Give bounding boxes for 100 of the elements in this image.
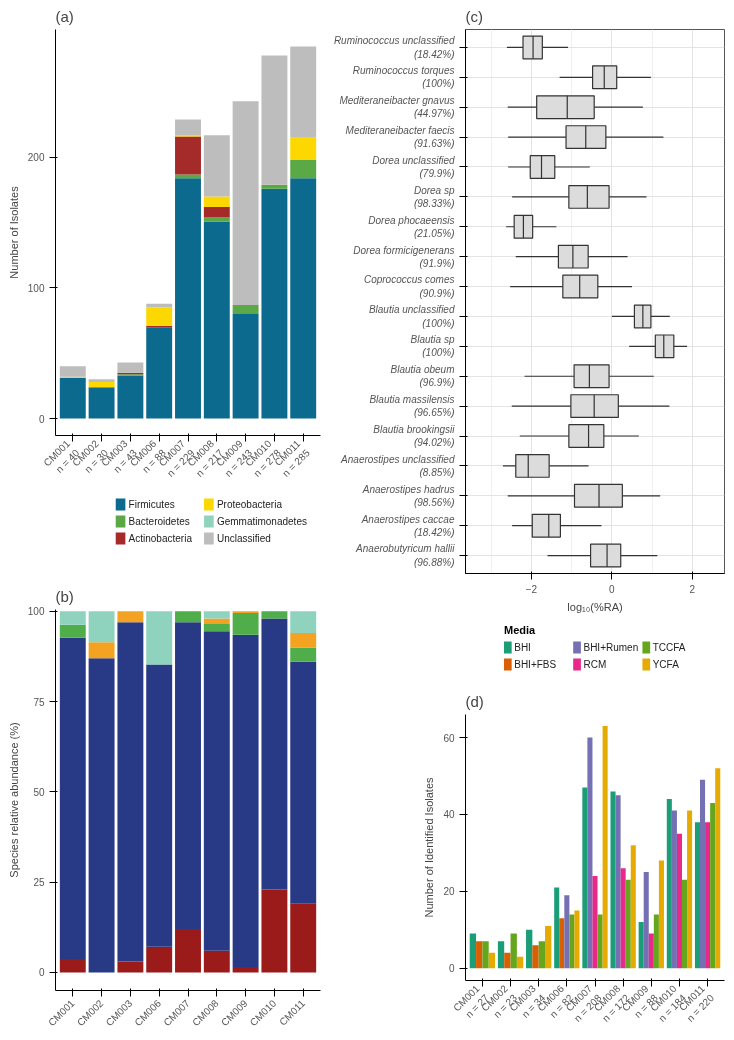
bar <box>203 611 230 619</box>
y-tick-label: Coprococcus comes (90.9%) <box>363 274 455 299</box>
bar <box>290 160 317 179</box>
bar <box>569 914 575 969</box>
y-tick-label: 100 <box>27 606 45 618</box>
bar <box>290 178 317 419</box>
bar <box>638 922 644 969</box>
bar <box>117 611 144 623</box>
bar <box>88 642 115 659</box>
bar <box>290 647 317 662</box>
bar <box>587 737 593 969</box>
bar <box>261 618 288 890</box>
y-tick-label: Dorea sp (98.33%) <box>413 184 455 209</box>
bar <box>203 196 230 208</box>
bar <box>610 791 616 969</box>
bar <box>482 941 489 969</box>
bar <box>681 879 688 969</box>
bar <box>88 611 115 643</box>
bar <box>488 952 496 969</box>
y-tick-label: 0 <box>38 413 45 425</box>
y-tick-label: 200 <box>27 152 45 164</box>
bar <box>643 872 649 969</box>
bar <box>658 860 664 969</box>
bar <box>175 119 201 136</box>
bar <box>261 611 288 619</box>
bar <box>59 378 86 419</box>
legend-label: BHI+FBS <box>514 659 557 670</box>
bar <box>290 632 317 648</box>
bar <box>117 362 144 373</box>
y-tick-label: Dorea formicigenerans (91.9%) <box>353 244 455 269</box>
bar <box>625 879 631 969</box>
bar <box>290 46 317 138</box>
legend-label: Firmicutes <box>128 499 175 510</box>
bar <box>671 810 677 969</box>
bar <box>88 658 115 973</box>
y-tick-label: Mediteraneibacter gnavus (44.97%) <box>339 95 455 120</box>
bar <box>516 956 524 969</box>
legend-label: BHI+Rumen <box>583 642 639 653</box>
chart-title: (d) <box>465 692 484 710</box>
bar <box>526 929 533 969</box>
bar <box>290 611 317 633</box>
chart-title: (b) <box>55 587 74 605</box>
bar <box>175 136 201 175</box>
bar <box>290 137 317 161</box>
bar <box>175 929 201 973</box>
y-tick-label: Dorea phocaeensis (21.05%) <box>368 214 455 239</box>
bar <box>504 952 511 969</box>
bar <box>554 887 560 969</box>
y-tick-label: Ruminococcus torques (100%) <box>352 65 455 90</box>
bar <box>648 933 654 969</box>
bar <box>203 221 230 419</box>
bar <box>175 611 201 623</box>
bar <box>582 787 588 969</box>
bar <box>175 174 201 179</box>
y-tick-label: 50 <box>33 786 45 798</box>
bar <box>261 55 288 185</box>
bar <box>146 327 173 419</box>
bar <box>715 768 721 969</box>
legend-label: Gemmatimonadetes <box>216 516 307 527</box>
bar <box>59 611 86 625</box>
bar <box>705 822 711 969</box>
y-tick-label: Anaerostipes caccae (18.42%) <box>360 513 455 538</box>
bar <box>261 184 288 189</box>
bar <box>545 925 552 969</box>
y-axis-title: Species relative abundance (%) <box>7 722 20 878</box>
y-tick-label: 0 <box>38 967 45 979</box>
legend-label: Actinobacteria <box>128 533 193 544</box>
bar <box>203 623 230 632</box>
bar <box>59 366 86 377</box>
y-tick-label: 100 <box>27 282 45 294</box>
y-tick-label: Anaerostipes hadrus (98.56%) <box>361 483 455 508</box>
bar <box>694 822 701 969</box>
bar <box>700 779 706 969</box>
y-tick-label: Blautia unclassified (100%) <box>368 304 455 329</box>
chart-title: (a) <box>55 7 74 25</box>
y-tick-label: Mediteraneibacter faecis (91.63%) <box>345 125 455 150</box>
bar <box>574 910 580 969</box>
legend-label: Unclassified <box>216 533 271 544</box>
bar <box>146 307 173 326</box>
bar <box>203 618 230 624</box>
bar <box>592 875 598 969</box>
x-tick-label: −2 <box>525 583 538 595</box>
bar <box>175 622 201 930</box>
y-tick-label: Anaerobutyricum hallii (96.88%) <box>355 543 456 568</box>
bar <box>497 941 505 969</box>
bar <box>615 795 621 969</box>
x-tick-label: 0 <box>609 583 616 595</box>
y-tick-label: 25 <box>33 877 45 889</box>
bar <box>232 304 259 315</box>
bar <box>261 188 288 419</box>
bar <box>261 889 288 973</box>
bar <box>146 946 173 973</box>
bar <box>232 101 259 305</box>
y-tick-label: Blautia obeum (96.9%) <box>390 364 455 389</box>
legend-label: Proteobacteria <box>216 499 283 510</box>
bar <box>653 914 659 969</box>
bar <box>146 611 173 665</box>
bar <box>476 941 483 969</box>
legend-label: YCFA <box>652 659 680 670</box>
bar <box>469 933 477 969</box>
